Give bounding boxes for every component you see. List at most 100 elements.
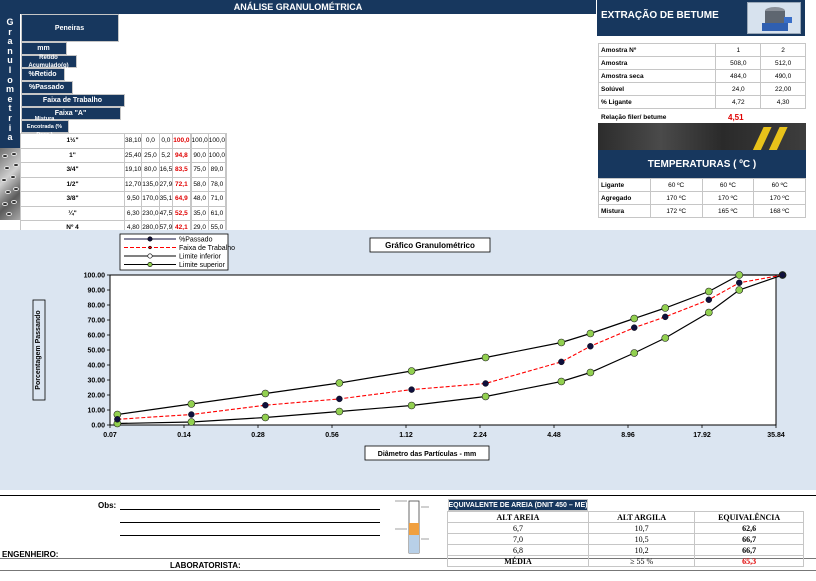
col-work-range: Faixa de Trabalho: [20, 94, 125, 107]
series-point-upper-limit: [481, 353, 490, 362]
sieve-range-min: 48,0: [190, 191, 209, 207]
sieve-hole: [6, 212, 12, 216]
extraction-label: Solúvel: [597, 82, 717, 96]
temperature-v2: 170 ºC: [701, 191, 755, 205]
series-point-upper-limit: [187, 400, 196, 408]
series-point-passing: [482, 380, 489, 387]
extraction-v1: 1: [715, 43, 762, 57]
sieve-mixture[interactable]: [225, 133, 228, 149]
legend-label: Limite superior: [179, 262, 226, 269]
y-tick-label: 50.00: [87, 348, 105, 355]
y-tick-label: 80.00: [87, 303, 105, 310]
extraction-label: Amostra: [597, 56, 717, 70]
sieve-retained: 80,0: [141, 162, 160, 178]
sand-eq-eq: 62,6: [694, 522, 804, 534]
sieve-retained: 0,0: [141, 133, 160, 149]
x-tick-label: 4.48: [547, 432, 561, 439]
sieve-pct-passing: 94,8: [172, 147, 191, 163]
extraction-v1: 508,0: [715, 56, 762, 70]
y-tick-label: 40.00: [87, 363, 105, 370]
sieve-mm: 25,40: [123, 147, 143, 163]
sand-eq-media-row: MÉDIA ≥ 55 % 65,3: [447, 555, 804, 567]
sieve-photo-icon: [0, 148, 20, 220]
footer-panel: Obs: ENGENHEIRO: LABORATORISTA: EQUIVALE…: [0, 495, 816, 581]
series-point-upper-limit: [661, 304, 670, 312]
sieve-mm: 12,70: [123, 176, 143, 192]
sieve-pct-passing: 100,0: [172, 133, 191, 149]
col-mm: mm: [20, 42, 67, 55]
sand-equivalent-table: EQUIVALENTE DE AREIA (DNIT 450 – ME) ALT…: [447, 499, 804, 567]
sieve-row: 1½" 38,10 0,0 0,0 100,0 100,0 100,0: [20, 133, 228, 149]
y-axis-label-box: [32, 299, 46, 401]
extraction-v2: 2: [760, 43, 806, 57]
sieve-label: 3/8": [20, 191, 125, 207]
sieve-row: 1/2" 12,70 135,0 27,9 72,1 58,0 78,0: [20, 176, 228, 192]
sand-eq-col: ALT ARGILA: [587, 511, 696, 523]
sand-test-tube-icon: [393, 499, 443, 555]
extraction-v2: 490,0: [760, 69, 806, 83]
sieve-mixture[interactable]: [225, 191, 228, 207]
sieve-mixture[interactable]: [225, 205, 228, 221]
sand-eq-areia: 7,0: [447, 533, 589, 545]
y-tick-label: 20.00: [87, 393, 105, 400]
sieve-label: 1½": [20, 133, 125, 149]
series-point-upper-limit: [735, 271, 744, 279]
series-point-lower-limit: [735, 286, 744, 294]
extraction-v2: 22,00: [760, 82, 806, 96]
series-point-passing: [114, 416, 121, 423]
temperature-label: Ligante: [598, 178, 651, 192]
extraction-label: Amostra Nº: [597, 43, 717, 57]
legend-label: %Passado: [179, 237, 213, 244]
sieve-hole: [5, 190, 11, 194]
series-point-lower-limit: [407, 401, 416, 410]
temperature-v1: 60 ºC: [649, 178, 703, 192]
temperature-v1: 172 ºC: [649, 204, 703, 218]
sieve-range-max: 71,0: [207, 191, 227, 207]
extraction-row: Solúvel 24,0 22,00: [597, 82, 806, 96]
sieve-pct-passing: 64,9: [172, 191, 191, 207]
sieve-hole: [1, 178, 7, 182]
extraction-v1: 4,72: [715, 95, 762, 109]
sand-eq-row: 6,7 10,7 62,6: [447, 522, 804, 534]
extraction-label: % Ligante: [597, 95, 717, 109]
sieve-retained: 230,0: [141, 205, 160, 221]
series-point-passing: [336, 395, 343, 403]
temperature-v1: 170 ºC: [649, 191, 703, 205]
sieve-mm: 6,30: [123, 205, 143, 221]
series-point-lower-limit: [630, 349, 639, 357]
sieve-mixture[interactable]: [225, 162, 228, 178]
series-point-upper-limit: [705, 287, 713, 296]
temperature-v3: 60 ºC: [753, 178, 806, 192]
col-pct-passing: %Passado: [20, 81, 73, 94]
temperature-v3: 168 ºC: [753, 204, 806, 218]
sand-eq-areia: 6,8: [447, 544, 589, 556]
x-axis-label-box: [364, 445, 490, 461]
lab-label: LABORATORISTA:: [170, 561, 241, 570]
sand-eq-media-ref: ≥ 55 %: [587, 555, 696, 567]
temperature-v2: 165 ºC: [701, 204, 755, 218]
series-point-upper-limit: [586, 329, 595, 338]
series-point-lower-limit: [586, 368, 595, 377]
extraction-table: Amostra Nº 1 2 Amostra 508,0 512,0 Amostra sec…: [597, 43, 806, 109]
temperature-label: Agregado: [598, 191, 651, 205]
extraction-row: % Ligante 4,72 4,30: [597, 95, 806, 109]
filler-row: Relação filer/ betume 4,51: [598, 111, 806, 123]
extraction-row: Amostra 508,0 512,0: [597, 56, 806, 70]
sieve-mixture[interactable]: [225, 176, 228, 192]
sieve-mixture[interactable]: [225, 147, 228, 163]
x-tick-label: 1.12: [399, 432, 413, 439]
legend-label: Limite inferior: [179, 254, 222, 261]
chart-title-box: [369, 237, 491, 253]
temperatures-table: Ligante 60 ºC 60 ºC 60 ºC Agregado 170 ºC 170 …: [598, 178, 806, 218]
sieve-range-max: 61,0: [207, 205, 227, 221]
sieve-label: 3/4": [20, 162, 125, 178]
obs-line-1: [120, 509, 380, 510]
col-sieves: Peneiras: [20, 14, 119, 42]
x-tick-label: 17.92: [693, 432, 711, 439]
plot-area: [109, 274, 777, 426]
x-tick-label: 0.28: [251, 432, 265, 439]
extraction-v2: 512,0: [760, 56, 806, 70]
x-tick-label: 8.96: [621, 432, 635, 439]
sieve-range-max: 100,0: [207, 133, 227, 149]
